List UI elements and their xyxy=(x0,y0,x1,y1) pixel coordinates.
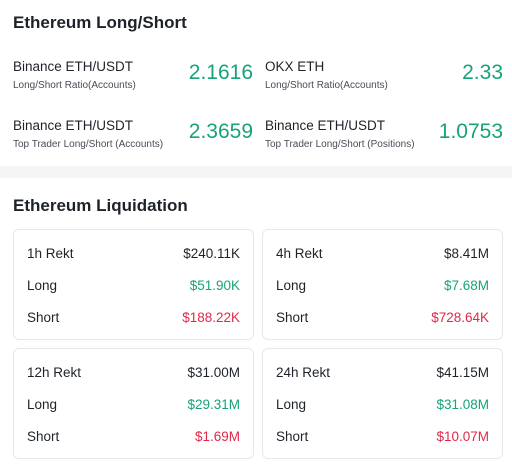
short-label: Short xyxy=(276,429,309,444)
rekt-period-label: 12h Rekt xyxy=(27,365,82,380)
ratio-subtitle: Long/Short Ratio(Accounts) xyxy=(265,80,388,91)
ratio-okx-accounts: OKX ETH Long/Short Ratio(Accounts) 2.33 xyxy=(265,59,503,99)
long-short-panel: Ethereum Long/Short Binance ETH/USDT Lon… xyxy=(0,0,512,166)
rekt-short-row: Short $10.07M xyxy=(276,429,489,447)
rekt-period-label: 4h Rekt xyxy=(276,246,323,261)
long-label: Long xyxy=(276,397,307,412)
rekt-long-row: Long $29.31M xyxy=(27,397,240,415)
rekt-total-value: $31.00M xyxy=(187,365,240,380)
ratio-name: Binance ETH/USDT xyxy=(13,59,134,74)
ratio-value: 2.33 xyxy=(462,61,503,84)
liquidation-card-24h: 24h Rekt $41.15M Long $31.08M Short $10.… xyxy=(262,348,503,459)
rekt-period-label: 1h Rekt xyxy=(27,246,74,261)
long-value: $51.90K xyxy=(189,278,240,293)
ratio-value: 2.1616 xyxy=(188,61,253,84)
rekt-period-label: 24h Rekt xyxy=(276,365,331,380)
ratio-binance-accounts: Binance ETH/USDT Long/Short Ratio(Accoun… xyxy=(13,59,253,99)
long-short-title: Ethereum Long/Short xyxy=(13,13,187,32)
ratio-subtitle: Top Trader Long/Short (Accounts) xyxy=(13,139,164,150)
liquidation-title: Ethereum Liquidation xyxy=(13,196,188,215)
ratio-name: Binance ETH/USDT xyxy=(265,118,386,133)
ratio-name: OKX ETH xyxy=(265,59,325,74)
ratio-subtitle: Long/Short Ratio(Accounts) xyxy=(13,80,136,91)
rekt-short-row: Short $188.22K xyxy=(27,310,240,328)
short-label: Short xyxy=(27,429,60,444)
liquidation-card-4h: 4h Rekt $8.41M Long $7.68M Short $728.64… xyxy=(262,229,503,340)
short-value: $728.64K xyxy=(431,310,489,325)
short-value: $10.07M xyxy=(436,429,489,444)
liquidation-panel: Ethereum Liquidation 1h Rekt $240.11K Lo… xyxy=(0,178,512,469)
liquidation-card-1h: 1h Rekt $240.11K Long $51.90K Short $188… xyxy=(13,229,254,340)
ratio-value: 1.0753 xyxy=(438,120,503,143)
rekt-short-row: Short $728.64K xyxy=(276,310,489,328)
rekt-total-row: 1h Rekt $240.11K xyxy=(27,246,240,264)
short-value: $188.22K xyxy=(182,310,240,325)
short-label: Short xyxy=(27,310,60,325)
long-label: Long xyxy=(27,397,58,412)
ratio-value: 2.3659 xyxy=(188,120,253,143)
liquidation-card-12h: 12h Rekt $31.00M Long $29.31M Short $1.6… xyxy=(13,348,254,459)
rekt-total-value: $240.11K xyxy=(183,246,240,261)
rekt-total-row: 12h Rekt $31.00M xyxy=(27,365,240,383)
rekt-total-row: 4h Rekt $8.41M xyxy=(276,246,489,264)
rekt-long-row: Long $7.68M xyxy=(276,278,489,296)
long-label: Long xyxy=(276,278,307,293)
ratio-binance-top-accounts: Binance ETH/USDT Top Trader Long/Short (… xyxy=(13,118,253,158)
rekt-short-row: Short $1.69M xyxy=(27,429,240,447)
long-value: $31.08M xyxy=(436,397,489,412)
ratio-binance-top-positions: Binance ETH/USDT Top Trader Long/Short (… xyxy=(265,118,503,158)
rekt-total-row: 24h Rekt $41.15M xyxy=(276,365,489,383)
rekt-long-row: Long $31.08M xyxy=(276,397,489,415)
short-label: Short xyxy=(276,310,309,325)
rekt-long-row: Long $51.90K xyxy=(27,278,240,296)
ratio-subtitle: Top Trader Long/Short (Positions) xyxy=(265,139,415,150)
rekt-total-value: $8.41M xyxy=(443,246,489,261)
ratio-name: Binance ETH/USDT xyxy=(13,118,134,133)
long-value: $7.68M xyxy=(443,278,489,293)
short-value: $1.69M xyxy=(194,429,240,444)
long-label: Long xyxy=(27,278,58,293)
rekt-total-value: $41.15M xyxy=(436,365,489,380)
long-value: $29.31M xyxy=(187,397,240,412)
